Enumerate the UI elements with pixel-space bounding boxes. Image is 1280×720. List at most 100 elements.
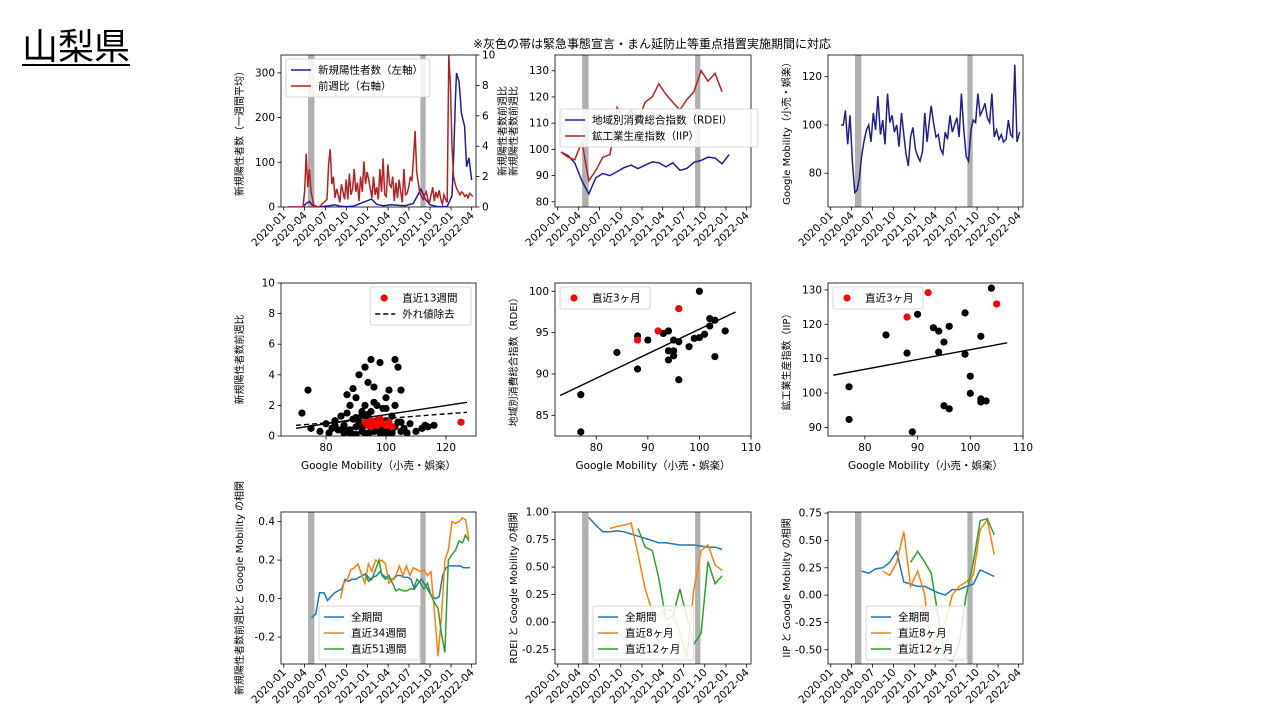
scatter-point [903,349,911,357]
plot-frame [827,282,1024,437]
y-tick-label: 130 [802,284,822,296]
scatter-point [993,300,1001,308]
plot-data [288,55,474,207]
scatter-point [457,418,465,426]
chart-panel-8: -0.250.000.250.500.751.002020-012020-042… [507,507,752,707]
plot-frame [554,511,752,665]
legend-label: 直近8ヶ月 [625,627,674,640]
legend-box [285,58,431,98]
chart-panel-7: -0.20.00.20.42020-012020-042020-072020-1… [233,481,477,706]
series-line [841,64,1021,195]
legend-label: 前週比（右軸） [318,80,392,93]
x-tick-label: 80 [858,442,871,454]
chart-panel-5: 85 90 95 100 80 90 100 110 Google Mobility（小売・娯楽… [507,282,761,472]
shaded-period [855,55,862,207]
scatter-point [903,313,911,321]
figure-note: ※灰色の帯は緊急事態宣言・まん延防止等重点措置実施期間に対応 [473,36,831,51]
scatter-point [945,405,953,413]
scatter-point [406,420,414,428]
scatter-point [382,404,390,413]
series-line [909,517,995,662]
y-right-axis-label: 新規陽性者数前週比 [496,86,509,176]
legend-box [592,605,695,661]
y-tick-label: 0.50 [526,562,549,574]
y-tick-label: 6 [268,339,275,351]
legend-label: 直近51週間 [351,643,406,656]
scatter-point [908,428,916,436]
series-line [288,72,473,207]
y-tick-label: 85 [536,410,549,422]
scatter-point [675,305,683,313]
y-tick-label: 120 [802,319,822,331]
scatter-point [361,429,369,436]
legend-label: 直近3ヶ月 [592,292,641,305]
scatter-point [977,332,985,340]
plot-frame [554,282,752,437]
legend-label: 直近3ヶ月 [865,292,914,305]
scatter-point [845,415,853,424]
y-tick-label: 2 [268,400,275,412]
y-tick-label: 300 [255,67,275,79]
series-line [339,516,470,657]
scatter-point [394,363,402,371]
y-right-tick-label: 0 [482,202,489,214]
scatter-point [397,427,405,436]
x-axis-label: Google Mobility（小売・娯楽） [575,459,730,472]
scatter-point [945,322,953,330]
chart-panel-9: -0.50-0.250.000.250.500.752020-012020-04… [780,508,1024,707]
scatter-point [397,386,405,394]
y-tick-label: 110 [802,353,822,365]
x-tick-label: 110 [1013,442,1033,454]
y-axis-label: 新規陽性者数前週比 [233,315,246,405]
x-tick-label: 80 [319,442,332,454]
x-tick-label: 90 [641,442,654,454]
scatter-point [711,316,719,324]
scatter-point [929,324,938,332]
scatter-point [430,421,438,429]
scatter-point [364,378,372,387]
x-tick-label: 100 [689,442,709,454]
legend-label: 直近34週間 [351,627,406,640]
scatter-point [316,427,324,436]
scatter-point [388,412,396,420]
scatter-point [307,424,315,432]
scatter-point [385,386,393,394]
y-tick-label: 130 [529,65,549,77]
plot-data [833,284,1008,436]
plot-frame [827,511,1024,665]
y-axis-label: RDEI と Google Mobility の相関 [507,512,520,663]
y-right-tick-label: 10 [482,50,495,62]
series-line [288,55,474,207]
legend: 新規陽性者数（左軸） 前週比（右軸） [285,58,431,98]
y-tick-label: 1.00 [526,507,549,519]
y-axis-label: 新規陽性者数前週比と Google Mobility の相関 [233,481,246,695]
plot-data [559,287,736,436]
x-tick-label: 120 [436,442,456,454]
chart-panel-6: 90 100 110 120 130 80 90 100 110 Google Mobility（… [780,282,1033,472]
legend-marker [843,294,851,302]
y-tick-label: 4 [268,369,275,381]
scatter-point [935,348,943,356]
y-tick-label: 95 [536,327,549,339]
legend-label: 直近8ヶ月 [898,627,947,640]
y-tick-label: 200 [255,112,275,124]
series-line [364,533,470,653]
scatter-point [394,418,402,426]
legend-marker [570,294,578,302]
y-tick-label: 0.4 [258,516,275,528]
scatter-point [304,386,312,394]
y-tick-label: 120 [802,71,822,83]
series-line [560,151,730,196]
scatter-point [940,402,948,410]
y-tick-label: 0.00 [799,590,822,602]
scatter-point [935,327,943,335]
y-right-tick-label: 4 [482,141,489,153]
legend-box [318,605,421,661]
legend-marker [380,294,388,302]
plot-frame [827,54,1024,208]
scatter-point [664,356,673,364]
y-axis-label: 地域別消費総合指数（RDEI） [507,293,520,427]
y-tick-label: 110 [529,118,549,130]
